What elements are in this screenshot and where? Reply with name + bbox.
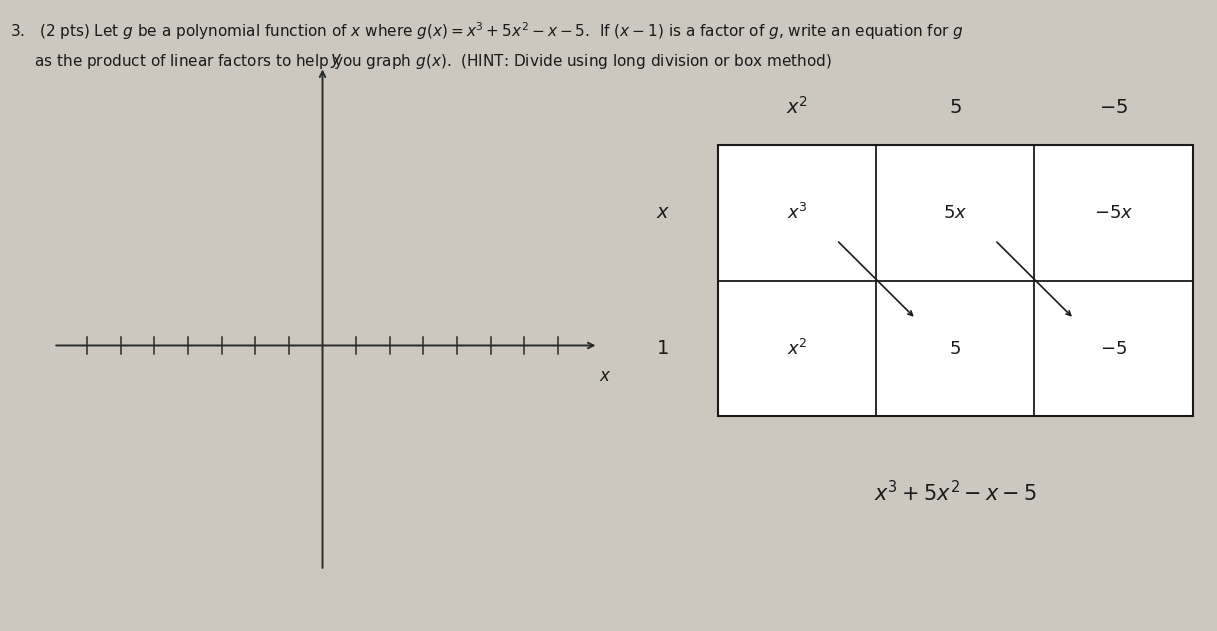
Text: $x^3+5x^2-x-5$: $x^3+5x^2-x-5$ <box>874 480 1037 505</box>
Text: $x$: $x$ <box>656 203 671 223</box>
Text: 1: 1 <box>657 339 669 358</box>
Bar <box>718 145 1193 416</box>
Text: $5x$: $5x$ <box>943 204 968 222</box>
Text: $x$: $x$ <box>599 367 611 385</box>
Text: 5: 5 <box>949 98 961 117</box>
Text: $-5x$: $-5x$ <box>1094 204 1133 222</box>
Text: $x^3$: $x^3$ <box>786 203 808 223</box>
Text: 5: 5 <box>949 339 961 358</box>
Text: 3.   (2 pts) Let $g$ be a polynomial function of $x$ where $g(x) = x^3 + 5x^2 - : 3. (2 pts) Let $g$ be a polynomial funct… <box>10 20 964 42</box>
Text: as the product of linear factors to help you graph $g(x)$.  (HINT: Divide using : as the product of linear factors to help… <box>10 52 832 71</box>
Text: $-5$: $-5$ <box>1100 339 1127 358</box>
Text: $-5$: $-5$ <box>1099 98 1128 117</box>
Text: $x^2$: $x^2$ <box>787 339 807 358</box>
Text: $y$: $y$ <box>330 52 342 70</box>
Text: $x^2$: $x^2$ <box>786 97 808 118</box>
